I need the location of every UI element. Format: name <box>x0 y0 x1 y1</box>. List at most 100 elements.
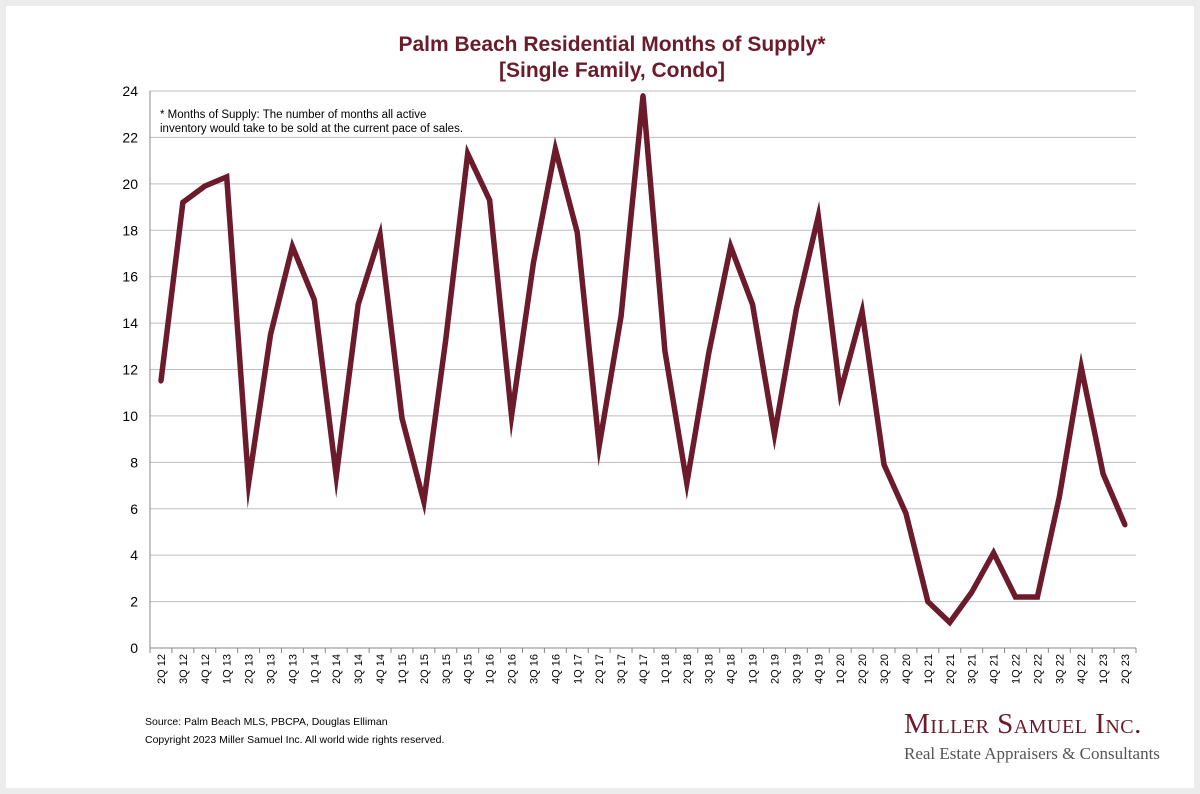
data-point <box>421 499 427 505</box>
data-point <box>574 230 580 236</box>
x-tick-label: 1Q 13 <box>222 654 234 684</box>
x-tick-label: 3Q 14 <box>353 654 365 684</box>
y-tick-label: 24 <box>122 83 138 99</box>
x-tick-label: 3Q 18 <box>704 654 716 684</box>
x-tick-label: 1Q 21 <box>923 654 935 684</box>
x-tick-label: 2Q 21 <box>945 654 957 684</box>
data-point <box>202 183 208 189</box>
y-tick-label: 14 <box>122 315 138 331</box>
data-point <box>662 348 668 354</box>
data-point <box>596 443 602 449</box>
x-tick-label: 4Q 20 <box>901 654 913 684</box>
data-point <box>530 260 536 266</box>
y-tick-label: 18 <box>122 222 138 238</box>
data-point <box>618 313 624 319</box>
data-point <box>640 93 646 99</box>
footnote-line-1: * Months of Supply: The number of months… <box>160 109 427 121</box>
data-point <box>333 473 339 479</box>
data-point <box>158 378 164 384</box>
y-tick-label: 12 <box>122 362 138 378</box>
y-tick-label: 6 <box>130 501 138 517</box>
y-tick-label: 2 <box>130 594 138 610</box>
data-point <box>837 390 843 396</box>
x-tick-label: 4Q 14 <box>375 654 387 684</box>
data-point <box>268 332 274 338</box>
x-tick-label: 1Q 18 <box>660 654 672 684</box>
x-tick-label: 1Q 23 <box>1098 654 1110 684</box>
data-point <box>881 462 887 468</box>
data-point <box>1100 471 1106 477</box>
data-point <box>793 306 799 312</box>
data-point <box>311 297 317 303</box>
x-tick-label: 1Q 19 <box>748 654 760 684</box>
data-point <box>859 308 865 314</box>
copyright-text: Copyright 2023 Miller Samuel Inc. All wo… <box>145 734 445 746</box>
data-point <box>289 243 295 249</box>
x-tick-label: 3Q 21 <box>967 654 979 684</box>
data-point <box>903 510 909 516</box>
company-logo-tagline: Real Estate Appraisers & Consultants <box>904 744 1160 763</box>
x-tick-label: 2Q 14 <box>331 654 343 684</box>
x-tick-label: 4Q 16 <box>550 654 562 684</box>
x-tick-label: 3Q 15 <box>441 654 453 684</box>
x-tick-label: 4Q 19 <box>813 654 825 684</box>
x-tick-label: 4Q 12 <box>200 654 212 684</box>
y-tick-label: 16 <box>122 269 138 285</box>
x-tick-label: 3Q 19 <box>791 654 803 684</box>
chart-subtitle: [Single Family, Condo] <box>499 59 725 82</box>
x-tick-label: 2Q 12 <box>156 654 168 684</box>
x-tick-label: 3Q 17 <box>616 654 628 684</box>
y-tick-label: 0 <box>130 640 138 656</box>
data-point <box>443 336 449 342</box>
x-tick-label: 4Q 22 <box>1076 654 1088 684</box>
data-point <box>509 413 515 419</box>
data-point <box>991 550 997 556</box>
source-text: Source: Palm Beach MLS, PBCPA, Douglas E… <box>145 716 388 728</box>
x-tick-label: 2Q 15 <box>419 654 431 684</box>
data-point <box>969 589 975 595</box>
x-tick-label: 1Q 17 <box>572 654 584 684</box>
x-tick-label: 2Q 13 <box>244 654 256 684</box>
x-tick-label: 1Q 15 <box>397 654 409 684</box>
y-tick-label: 20 <box>122 176 138 192</box>
x-tick-label: 1Q 20 <box>835 654 847 684</box>
data-point <box>1122 522 1128 528</box>
data-point <box>684 480 690 486</box>
x-tick-label: 2Q 16 <box>507 654 519 684</box>
company-logo-name: Miller Samuel Inc. <box>904 708 1142 740</box>
data-point <box>377 232 383 238</box>
x-tick-label: 4Q 21 <box>989 654 1001 684</box>
chart-title: Palm Beach Residential Months of Supply* <box>398 33 826 56</box>
x-tick-label: 1Q 22 <box>1010 654 1022 684</box>
series-line <box>158 95 1128 627</box>
x-tick-label: 3Q 20 <box>879 654 891 684</box>
data-point <box>771 431 777 437</box>
data-point <box>180 199 186 205</box>
data-point <box>246 480 252 486</box>
data-point <box>399 415 405 421</box>
x-tick-label: 1Q 14 <box>309 654 321 684</box>
x-tick-label: 2Q 22 <box>1032 654 1044 684</box>
data-point <box>552 146 558 152</box>
x-tick-label: 4Q 18 <box>726 654 738 684</box>
data-point <box>815 213 821 219</box>
data-point <box>706 350 712 356</box>
data-point <box>1056 494 1062 500</box>
x-tick-label: 2Q 23 <box>1120 654 1132 684</box>
x-tick-label: 3Q 16 <box>528 654 540 684</box>
x-tick-label: 3Q 12 <box>178 654 190 684</box>
footnote-line-2: inventory would take to be sold at the c… <box>160 123 464 135</box>
y-tick-label: 10 <box>122 408 138 424</box>
x-tick-label: 3Q 22 <box>1054 654 1066 684</box>
data-point <box>947 619 953 625</box>
x-tick-label: 3Q 13 <box>266 654 278 684</box>
data-point <box>224 174 230 180</box>
data-point <box>1034 594 1040 600</box>
y-tick-label: 8 <box>130 454 138 470</box>
x-tick-label: 2Q 17 <box>594 654 606 684</box>
data-point <box>1078 364 1084 370</box>
x-tick-label: 4Q 17 <box>638 654 650 684</box>
data-point <box>728 243 734 249</box>
data-point <box>1012 594 1018 600</box>
